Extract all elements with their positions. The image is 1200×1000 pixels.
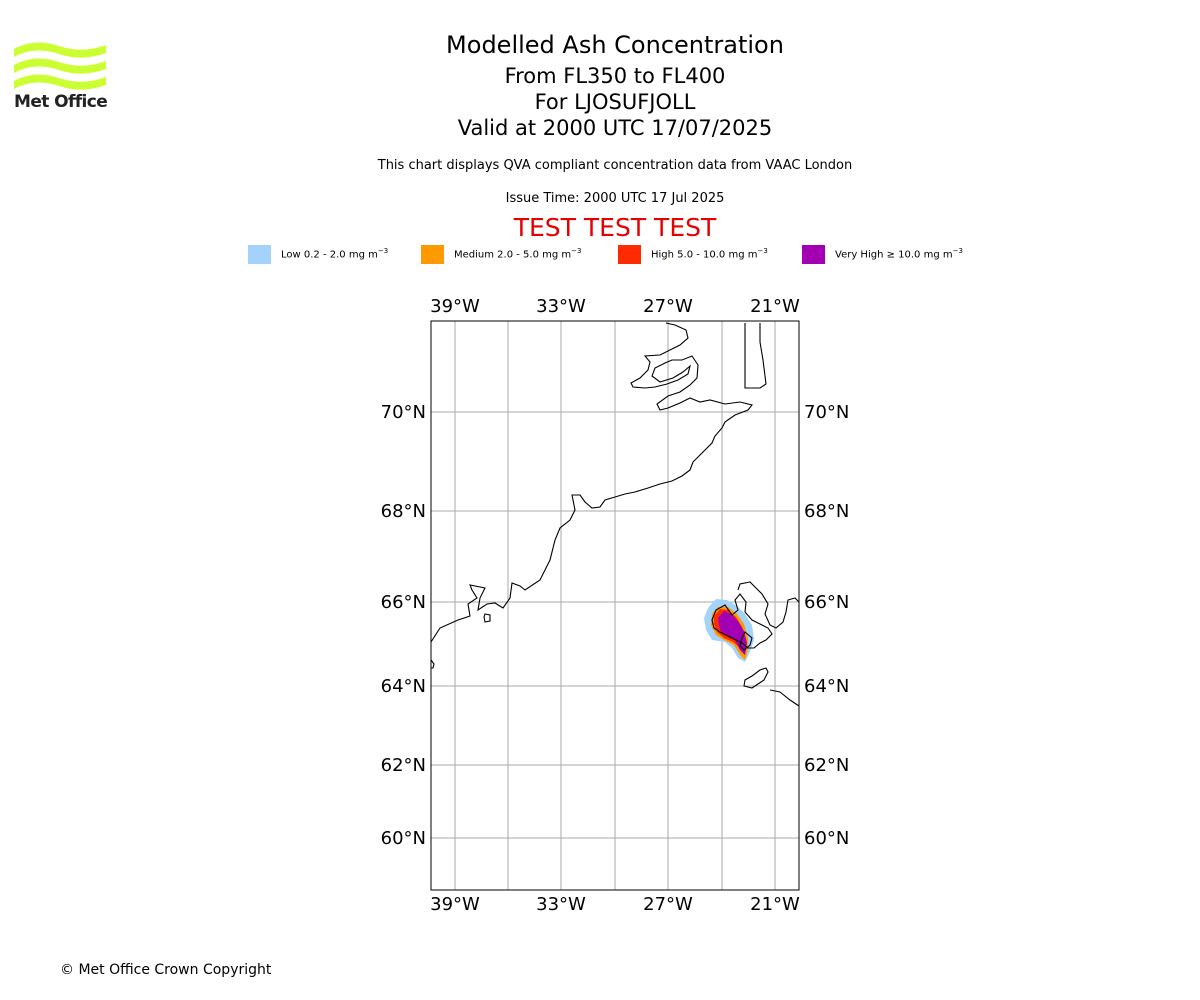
subtitle-levels: From FL350 to FL400 xyxy=(504,64,726,88)
legend-item-low: Low 0.2 - 2.0 mg m−3 xyxy=(248,244,388,264)
lat-tick-right: 60°N xyxy=(804,828,849,849)
greenland-coastline xyxy=(430,322,767,669)
legend-item-medium: Medium 2.0 - 5.0 mg m−3 xyxy=(421,244,581,264)
lon-tick-bottom: 39°W xyxy=(430,894,480,915)
lon-tick-top: 39°W xyxy=(430,296,480,317)
legend-item-very-high: Very High ≥ 10.0 mg m−3 xyxy=(802,244,963,264)
lat-tick-right: 64°N xyxy=(804,676,849,697)
lat-ticks-left: 70°N 68°N 66°N 64°N 62°N 60°N xyxy=(381,402,426,849)
lat-tick-left: 68°N xyxy=(381,501,426,522)
iceland-coastline xyxy=(711,581,800,707)
legend-swatch-high xyxy=(618,244,641,264)
lat-tick-right: 62°N xyxy=(804,755,849,776)
test-banner: TEST TEST TEST xyxy=(513,213,717,242)
lon-tick-top: 27°W xyxy=(643,296,693,317)
lon-ticks-top: 39°W 33°W 27°W 21°W xyxy=(430,296,800,317)
lon-tick-bottom: 27°W xyxy=(643,894,693,915)
lat-tick-left: 60°N xyxy=(381,828,426,849)
legend-item-high: High 5.0 - 10.0 mg m−3 xyxy=(618,244,768,264)
copyright-notice: © Met Office Crown Copyright xyxy=(60,962,272,978)
legend-swatch-low xyxy=(248,244,271,264)
lat-ticks-right: 70°N 68°N 66°N 64°N 62°N 60°N xyxy=(804,402,849,849)
chart-description: This chart displays QVA compliant concen… xyxy=(377,158,853,173)
legend-label-low: Low 0.2 - 2.0 mg m−3 xyxy=(281,247,389,261)
lat-tick-right: 68°N xyxy=(804,501,849,522)
lon-tick-bottom: 33°W xyxy=(536,894,586,915)
lon-tick-top: 33°W xyxy=(536,296,586,317)
chart-title: Modelled Ash Concentration xyxy=(446,31,784,59)
ash-very-high-region xyxy=(718,611,747,655)
map-gridlines xyxy=(431,321,799,890)
lon-ticks-bottom: 39°W 33°W 27°W 21°W xyxy=(430,894,800,915)
issue-time: Issue Time: 2000 UTC 17 Jul 2025 xyxy=(505,191,725,206)
lat-tick-left: 66°N xyxy=(381,592,426,613)
lat-tick-right: 66°N xyxy=(804,592,849,613)
met-office-logo xyxy=(14,42,106,90)
lat-tick-left: 70°N xyxy=(381,402,426,423)
subtitle-location: For LJOSUFJOLL xyxy=(534,90,696,114)
map-frame xyxy=(430,320,800,891)
lat-tick-left: 64°N xyxy=(381,676,426,697)
lon-tick-top: 21°W xyxy=(750,296,800,317)
subtitle-valid-time: Valid at 2000 UTC 17/07/2025 xyxy=(457,116,773,140)
legend-swatch-medium xyxy=(421,244,444,264)
legend-label-medium: Medium 2.0 - 5.0 mg m−3 xyxy=(454,247,582,261)
legend-label-very-high: Very High ≥ 10.0 mg m−3 xyxy=(835,247,963,261)
lat-tick-right: 70°N xyxy=(804,402,849,423)
logo-text: Met Office xyxy=(14,92,108,112)
legend-label-high: High 5.0 - 10.0 mg m−3 xyxy=(651,247,768,261)
ash-plume xyxy=(704,599,754,662)
lon-tick-bottom: 21°W xyxy=(750,894,800,915)
legend-swatch-very-high xyxy=(802,244,825,264)
lat-tick-left: 62°N xyxy=(381,755,426,776)
